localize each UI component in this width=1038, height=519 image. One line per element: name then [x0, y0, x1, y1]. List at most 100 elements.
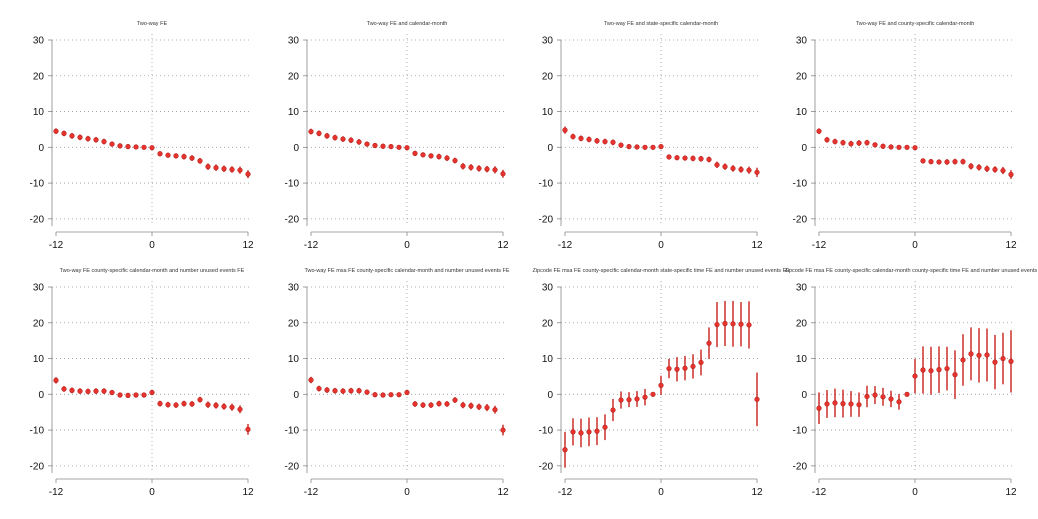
point-estimate	[570, 133, 576, 140]
point-estimate	[396, 144, 402, 150]
point-estimate	[698, 156, 704, 162]
x-tick-label: -12	[49, 487, 64, 498]
point-estimate	[380, 392, 386, 398]
x-tick-label: 0	[658, 487, 664, 498]
y-tick-label: 10	[542, 354, 554, 365]
y-tick-label: 20	[288, 318, 300, 329]
y-tick-label: -10	[539, 426, 554, 437]
point-estimate	[197, 397, 203, 403]
x-tick-label: 0	[912, 240, 918, 251]
point-estimate	[682, 365, 688, 371]
point-estimate	[460, 402, 466, 408]
x-tick-label: 0	[149, 240, 155, 251]
chart-title: Two-way FE	[137, 21, 168, 27]
point-estimate	[436, 154, 442, 160]
point-estimate	[141, 144, 147, 150]
point-estimate	[976, 352, 982, 358]
point-estimate	[229, 166, 235, 173]
x-tick-label: 12	[497, 487, 509, 498]
point-estimate	[468, 403, 474, 409]
point-estimate	[356, 139, 362, 145]
x-tick-label: -12	[812, 240, 827, 251]
point-estimate	[133, 144, 139, 150]
chart-panel-3: Two-way FE and state-specific calendar-m…	[539, 21, 763, 251]
point-estimate	[189, 155, 195, 161]
chart-title: Two-way FE and county-specific calendar-…	[856, 21, 975, 27]
point-estimate	[848, 401, 854, 407]
point-estimate	[61, 386, 67, 392]
point-estimate	[674, 155, 680, 161]
point-estimate	[404, 145, 410, 151]
point-estimate	[141, 392, 147, 398]
y-tick-label: 10	[796, 107, 808, 118]
y-tick-label: 0	[801, 390, 807, 401]
chart-panel-5: Two-way FE county-specific calendar-mont…	[30, 268, 254, 498]
point-estimate	[824, 137, 830, 143]
point-estimate	[356, 388, 362, 394]
panel-5: Two-way FE county-specific calendar-mont…	[2, 253, 260, 511]
chart-panel-2: Two-way FE and calendar-month -20 -10 0 10 20…	[285, 21, 509, 251]
point-estimate	[372, 142, 378, 149]
y-tick-label: -20	[30, 214, 45, 225]
y-tick-label: 20	[796, 318, 808, 329]
y-tick-label: 10	[288, 354, 300, 365]
y-tick-label: 20	[288, 71, 300, 82]
y-tick-label: 20	[33, 71, 45, 82]
point-estimate	[85, 136, 91, 142]
point-estimate	[117, 143, 123, 149]
point-estimate	[872, 392, 878, 398]
point-estimate	[920, 158, 926, 164]
point-estimate	[332, 135, 338, 141]
point-estimate	[237, 406, 243, 412]
y-tick-label: 10	[542, 107, 554, 118]
point-estimate	[69, 387, 75, 393]
y-tick-label: 20	[542, 318, 554, 329]
point-estimate	[213, 402, 219, 408]
point-estimate	[864, 140, 870, 146]
point-estimate	[904, 144, 910, 150]
point-estimate	[944, 159, 950, 165]
y-tick-label: 0	[293, 390, 299, 401]
point-estimate	[888, 144, 894, 150]
point-estimate	[952, 372, 958, 378]
point-estimate	[880, 143, 886, 149]
point-estimate	[492, 167, 498, 173]
point-estimate	[396, 392, 402, 398]
x-tick-label: 12	[242, 240, 254, 251]
chart-title: Two-way FE county-specific calendar-mont…	[60, 268, 245, 274]
point-estimate	[1008, 358, 1014, 364]
point-estimate	[896, 399, 902, 405]
point-estimate	[586, 136, 592, 143]
chart-title: Zipcode FE msa FE county-specific calend…	[532, 268, 789, 274]
point-estimate	[181, 401, 187, 407]
y-tick-label: 30	[33, 283, 45, 294]
point-estimate	[650, 144, 656, 150]
chart-title: Two-way FE and calendar-month	[367, 21, 448, 27]
y-tick-label: -10	[793, 426, 808, 437]
point-estimate	[77, 388, 83, 394]
point-estimate	[816, 405, 822, 411]
point-estimate	[730, 321, 736, 327]
point-estimate	[452, 157, 458, 164]
point-estimate	[754, 396, 760, 402]
point-estimate	[872, 142, 878, 148]
point-estimate	[976, 164, 982, 170]
x-tick-label: -12	[304, 487, 319, 498]
point-estimate	[452, 397, 458, 403]
point-estimate	[738, 321, 744, 327]
y-tick-label: -10	[30, 179, 45, 190]
point-estimate	[133, 392, 139, 398]
x-tick-label: 12	[1005, 240, 1017, 251]
y-tick-label: 30	[288, 36, 300, 47]
point-estimate	[706, 340, 712, 346]
point-estimate	[824, 401, 830, 407]
point-estimate	[412, 150, 418, 156]
point-estimate	[476, 165, 482, 172]
point-estimate	[832, 138, 838, 145]
point-estimate	[492, 407, 498, 413]
point-estimate	[364, 389, 370, 395]
y-tick-label: 30	[288, 283, 300, 294]
point-estimate	[157, 401, 163, 407]
point-estimate	[912, 373, 918, 379]
point-estimate	[832, 400, 838, 406]
